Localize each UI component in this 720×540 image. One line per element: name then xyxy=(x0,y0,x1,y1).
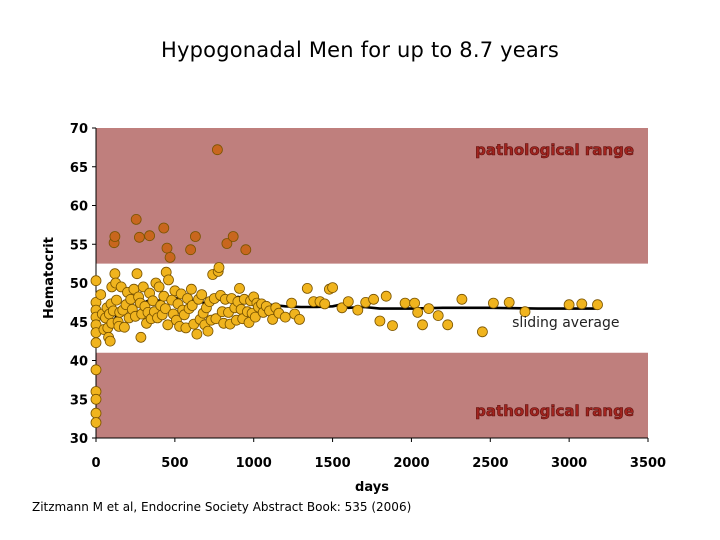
data-point xyxy=(90,275,102,287)
data-point xyxy=(189,231,201,242)
data-point xyxy=(487,297,499,309)
data-point xyxy=(432,310,444,322)
data-point xyxy=(161,242,173,254)
data-point xyxy=(399,297,411,309)
data-point xyxy=(95,289,107,301)
data-point xyxy=(147,295,159,307)
data-point xyxy=(249,311,261,323)
x-tick-label: 3000 xyxy=(551,456,587,471)
data-point xyxy=(185,244,197,256)
data-point xyxy=(162,319,174,331)
data-point xyxy=(109,231,121,242)
sliding-average-label: sliding average xyxy=(512,315,619,331)
data-point xyxy=(380,290,392,302)
pathological-range-label-1: pathological range xyxy=(475,141,634,159)
y-tick-label: 55 xyxy=(70,238,88,253)
x-tick-label: 0 xyxy=(91,456,100,471)
data-point xyxy=(412,306,424,318)
data-point xyxy=(352,304,364,316)
data-point xyxy=(163,274,174,286)
y-axis-title: Hematocrit xyxy=(42,237,57,319)
pathological-range-label-2: pathological range xyxy=(475,402,634,420)
data-point xyxy=(144,230,156,242)
data-point xyxy=(279,311,291,323)
data-point xyxy=(374,315,386,327)
data-point xyxy=(240,244,252,256)
data-point xyxy=(519,306,531,318)
data-point xyxy=(417,319,428,331)
data-point xyxy=(90,364,102,376)
data-point xyxy=(368,293,380,305)
data-point xyxy=(409,297,421,309)
x-tick-label: 2500 xyxy=(472,456,508,471)
data-point xyxy=(131,268,143,280)
data-point xyxy=(456,293,468,305)
data-point xyxy=(234,282,245,294)
data-point xyxy=(423,303,435,315)
data-point xyxy=(592,299,603,311)
data-point xyxy=(213,262,225,273)
y-tick-label: 50 xyxy=(70,277,88,292)
x-tick-label: 1000 xyxy=(236,456,272,471)
data-point xyxy=(442,319,454,331)
data-point xyxy=(476,326,488,338)
slide-title: Hypogonadal Men for up to 8.7 years xyxy=(161,38,559,62)
x-tick-label: 2000 xyxy=(393,456,429,471)
data-point xyxy=(301,282,313,294)
data-points-layer xyxy=(90,144,603,428)
citation: Zitzmann M et al, Endocrine Society Abst… xyxy=(32,500,412,514)
data-point xyxy=(135,331,147,343)
data-point xyxy=(185,283,197,295)
y-tick-label: 60 xyxy=(70,200,88,215)
data-point xyxy=(133,231,145,243)
x-axis-title: days xyxy=(355,480,389,495)
x-tick-label: 1500 xyxy=(314,456,350,471)
labels-layer: pathological range pathological range 30 35… xyxy=(42,122,666,495)
data-point xyxy=(90,407,102,419)
pathological-band-2 xyxy=(96,352,648,438)
data-point xyxy=(196,289,208,301)
data-point xyxy=(563,299,575,311)
y-tick-label: 30 xyxy=(70,432,88,447)
data-point xyxy=(387,320,398,332)
data-point xyxy=(153,281,165,293)
pathological-band-1 xyxy=(96,128,648,264)
data-point xyxy=(104,335,116,347)
data-point xyxy=(130,213,142,225)
data-point xyxy=(227,231,239,242)
data-point xyxy=(111,294,122,306)
data-point xyxy=(202,325,214,337)
data-point xyxy=(327,282,339,294)
y-tick-label: 45 xyxy=(70,316,88,331)
data-point xyxy=(158,222,170,234)
data-point xyxy=(159,303,171,315)
data-point xyxy=(286,297,298,309)
x-tick-label: 3500 xyxy=(630,456,666,471)
data-point xyxy=(90,393,102,405)
data-point xyxy=(191,328,203,340)
x-tick-label: 500 xyxy=(161,456,188,471)
data-point xyxy=(109,268,121,280)
data-point xyxy=(319,298,331,310)
data-point xyxy=(221,238,233,249)
data-point xyxy=(342,296,354,308)
data-point xyxy=(294,313,305,325)
y-tick-label: 40 xyxy=(70,355,88,370)
data-point xyxy=(90,337,102,349)
data-point xyxy=(164,251,176,263)
y-tick-label: 65 xyxy=(70,161,88,176)
y-tick-label: 70 xyxy=(70,122,88,137)
data-point xyxy=(211,144,223,156)
y-tick-label: 35 xyxy=(70,393,88,408)
data-point xyxy=(576,298,588,310)
data-point xyxy=(503,296,515,308)
data-point xyxy=(119,321,130,333)
data-point xyxy=(90,417,102,428)
bands-layer xyxy=(96,128,648,438)
